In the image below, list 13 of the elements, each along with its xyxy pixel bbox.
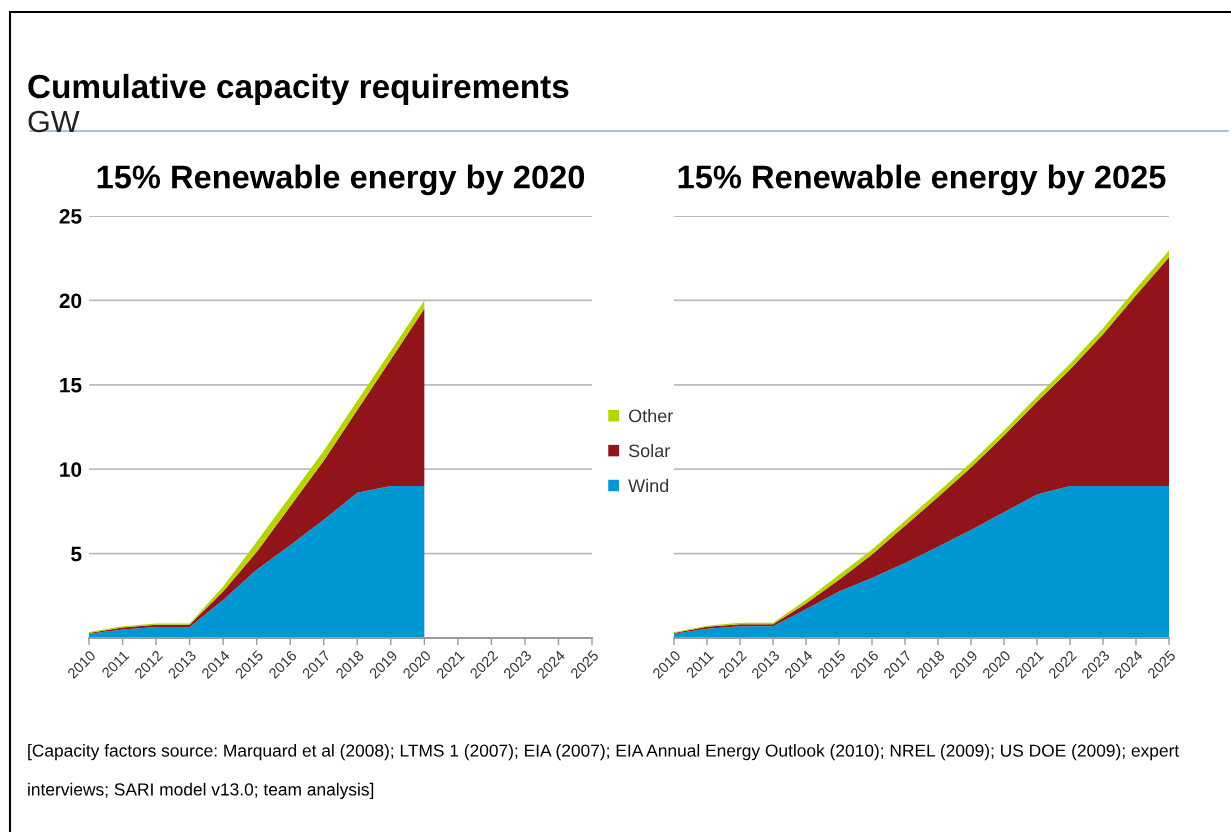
legend-label: Other: [628, 409, 673, 423]
legend-label: Wind: [628, 478, 669, 493]
y-tick-label: 5: [71, 546, 82, 562]
y-tick-label: 10: [60, 462, 82, 477]
y-tick-label: 25: [59, 209, 82, 224]
text: GW: [28, 110, 80, 133]
text: Cumulative capacity requirements: [28, 73, 569, 105]
chart-title: 15% Renewable energy by 2025: [678, 164, 1166, 196]
y-tick-label: 15: [60, 378, 82, 393]
chart-title: 15% Renewable energy by 2020: [97, 164, 585, 196]
y-tick-label: 20: [59, 293, 82, 309]
legend-label: Solar: [628, 443, 670, 458]
text: [Capacity factors source: Marquard et al (2008); LTMS 1 (2007); EIA (2007); EIA Annual Energy Outlook (2010); NREL (2009); US DOE (2009); expert interviews; SARI model v13.0; team analysis]: [28, 744, 1180, 800]
